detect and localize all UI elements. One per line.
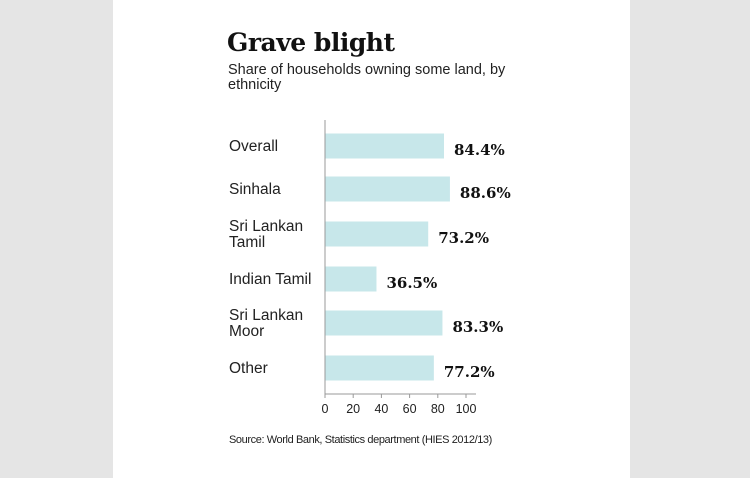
bar bbox=[325, 266, 377, 292]
data-label: 77.2% bbox=[444, 363, 495, 381]
x-tick-label: 40 bbox=[374, 402, 388, 416]
x-tick-label: 100 bbox=[456, 402, 477, 416]
x-tick-label: 60 bbox=[403, 402, 417, 416]
data-label: 73.2% bbox=[438, 229, 489, 247]
bar bbox=[325, 221, 429, 247]
bar bbox=[325, 176, 450, 202]
category-label: Sri Lankan Moor bbox=[229, 307, 303, 340]
x-tick-label: 80 bbox=[431, 402, 445, 416]
data-label: 88.6% bbox=[460, 184, 511, 202]
x-tick-label: 0 bbox=[322, 402, 329, 416]
x-tick-label: 20 bbox=[346, 402, 360, 416]
bar bbox=[325, 133, 445, 159]
data-label: 83.3% bbox=[452, 318, 503, 336]
category-label: Indian Tamil bbox=[229, 271, 311, 288]
bar bbox=[325, 310, 443, 336]
category-label: Sri Lankan Tamil bbox=[229, 218, 303, 251]
category-label: Sinhala bbox=[229, 181, 281, 198]
source-note: Source: World Bank, Statistics departmen… bbox=[229, 434, 492, 446]
data-label: 36.5% bbox=[386, 274, 437, 292]
bar bbox=[325, 355, 434, 381]
chart-title: Grave blight bbox=[227, 28, 395, 57]
chart-subtitle: Share of households owning some land, by… bbox=[228, 62, 506, 93]
category-label: Overall bbox=[229, 138, 278, 155]
category-label: Other bbox=[229, 360, 268, 377]
data-label: 84.4% bbox=[454, 141, 505, 159]
